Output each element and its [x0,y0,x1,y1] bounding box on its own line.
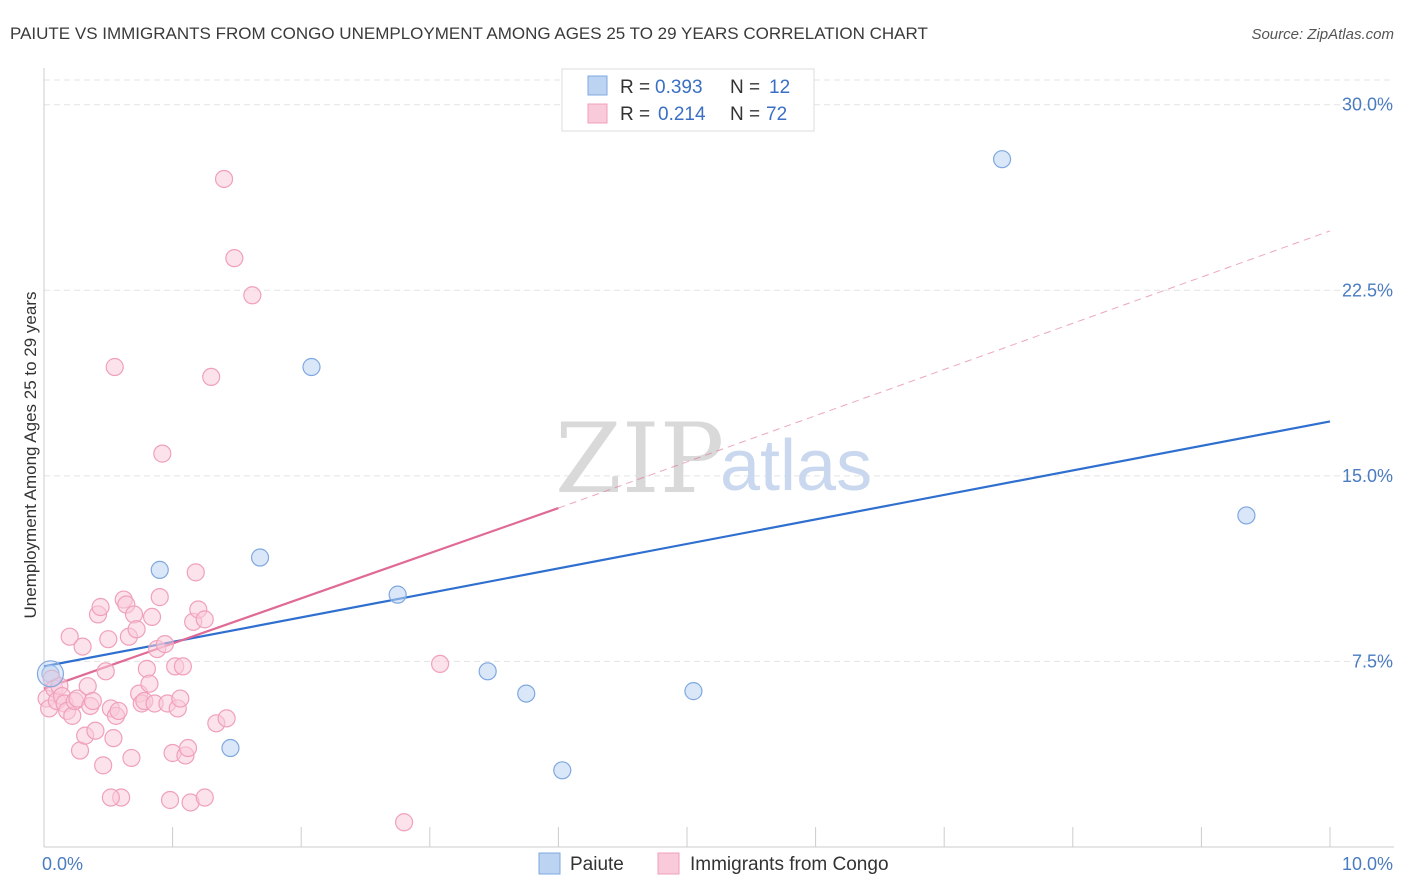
congo-point [101,788,120,807]
series-legend: Paiute Immigrants from Congo [538,852,889,875]
chart-title: PAIUTE VS IMMIGRANTS FROM CONGO UNEMPLOY… [10,24,928,43]
paiute-point [388,585,407,604]
congo-point [63,706,82,725]
congo-point [124,605,144,624]
congo-point [140,674,159,693]
congo-trend-line-extension [558,230,1331,509]
y-axis-title: Unemployment Among Ages 25 to 29 years [21,292,40,619]
legend-label-congo: Immigrants from Congo [690,854,889,875]
congo-point [73,637,92,656]
stats-legend-n-label: N = [730,104,760,125]
x-tick-label: 0.0% [42,854,83,874]
congo-trend-line [43,506,559,690]
y-tick-label: 15.0% [1342,466,1393,486]
paiute-point [302,357,321,377]
congo-point [225,249,244,268]
congo-point [243,286,262,305]
legend-label-paiute: Paiute [570,854,624,875]
chart-source: Source: ZipAtlas.com [1251,26,1394,43]
congo-point [394,813,414,832]
legend-swatch-congo [657,852,680,875]
paiute-point [478,662,497,681]
congo-point [142,607,162,627]
stats-legend-r-label: R = [620,77,650,98]
congo-point [171,689,190,708]
congo-point [150,588,169,607]
congo-point [195,788,214,807]
congo-point [91,597,110,617]
congo-point [155,635,174,654]
stats-legend-swatch-paiute [587,75,608,96]
congo-point [86,721,105,740]
congo-point [160,790,180,810]
stats-legend-r-congo: 0.214 [658,104,706,125]
stats-legend-swatch-congo [587,103,608,124]
congo-point [60,627,79,646]
stats-legend: R = 0.393 N = 12 R = 0.214 N = 72 [561,68,815,132]
congo-point [195,610,214,629]
congo-point [214,169,234,189]
congo-point [127,620,146,639]
congo-point [202,367,221,387]
congo-point [137,659,156,678]
paiute-point [553,761,572,780]
congo-point [105,357,124,377]
congo-point [99,630,118,649]
congo-point [217,709,236,728]
congo-point [109,701,128,721]
congo-point [153,444,172,463]
congo-point [178,738,198,758]
paiute-point [1237,506,1256,525]
stats-legend-n-congo: 72 [766,104,787,125]
congo-point [96,662,115,681]
watermark-zip: ZIP [555,403,724,515]
paiute-point-large [36,660,65,688]
paiute-point [684,682,703,701]
axes [43,68,1394,848]
paiute-point [150,560,169,579]
congo-point [122,748,141,768]
trend-lines [43,230,1331,690]
stats-legend-r-paiute: 0.393 [655,77,703,98]
watermark-atlas: atlas [720,426,872,506]
congo-point [173,657,192,676]
congo-point [83,691,102,711]
paiute-point [517,684,536,703]
data-points [36,150,1256,832]
paiute-point [250,548,270,567]
tick-labels: 7.5% 15.0% 22.5% 30.0% 0.0% 10.0% [42,95,1393,874]
congo-point [186,563,205,582]
paiute-trend-line [43,420,1331,668]
gridlines [44,79,1394,662]
legend-swatch-paiute [538,852,561,875]
paiute-point [992,150,1012,169]
stats-legend-r-label: R = [620,104,650,125]
paiute-point [221,738,240,758]
x-tick-label: 10.0% [1342,854,1393,874]
congo-point [430,654,450,674]
congo-point [94,756,113,775]
y-tick-label: 22.5% [1342,280,1393,300]
y-tick-label: 30.0% [1342,95,1393,115]
congo-point [104,729,123,748]
stats-legend-n-label: N = [730,77,760,98]
watermark: ZIP atlas [555,403,872,515]
y-tick-label: 7.5% [1352,651,1393,671]
stats-legend-n-paiute: 12 [769,77,790,98]
